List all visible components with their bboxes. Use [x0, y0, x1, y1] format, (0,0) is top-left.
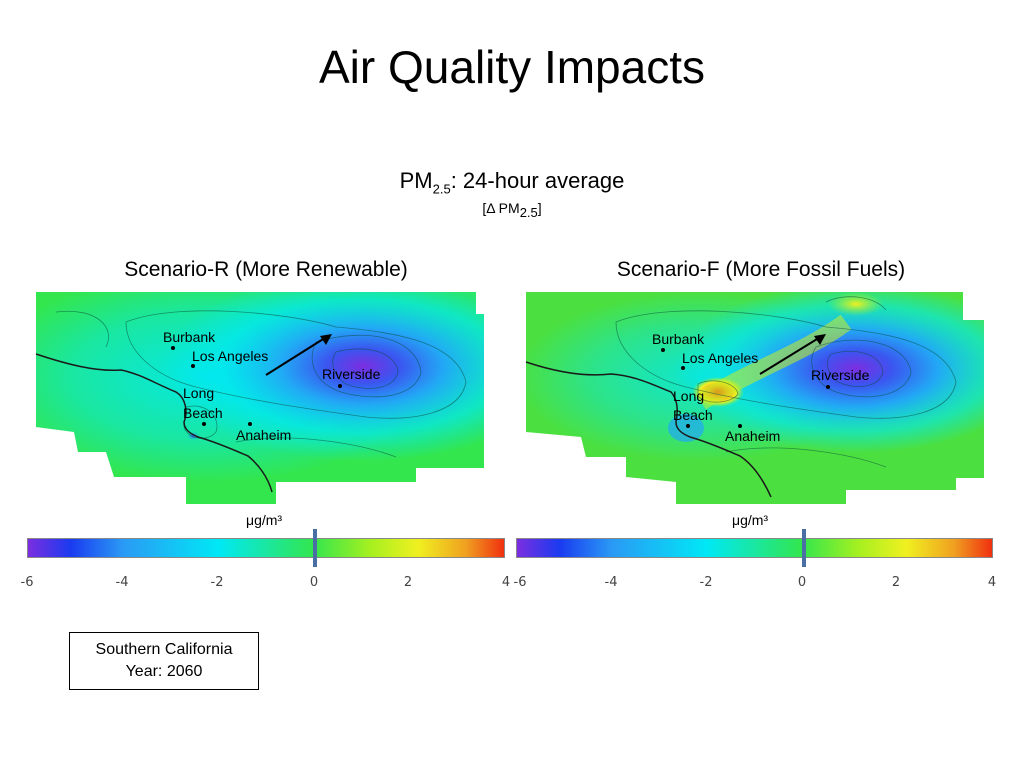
city-label-riverside: Riverside [322, 366, 381, 382]
unit-label-right: μg/m³ [732, 512, 769, 528]
city-label-long: Long [183, 385, 215, 401]
city-dot-riverside [338, 384, 342, 388]
map-title-scenario-r: Scenario-R (More Renewable) [124, 258, 408, 281]
map-title-scenario-f: Scenario-F (More Fossil Fuels) [616, 258, 906, 281]
colorbar-right [516, 538, 993, 558]
note-region: Southern California [95, 641, 233, 658]
city-label-los-angeles: Los Angeles [192, 348, 269, 364]
transport-arrow [265, 335, 329, 376]
region-year-note: Southern California Year: 2060 [69, 632, 259, 690]
city-label-riverside: Riverside [811, 367, 870, 383]
colorbar-zero-marker-right [802, 529, 806, 567]
city-dot-long-beach [686, 424, 690, 428]
tick-label: -6 [20, 575, 34, 590]
city-dot-anaheim [738, 424, 742, 428]
tick-label: -2 [210, 575, 224, 590]
note-year: Year: 2060 [125, 663, 203, 680]
city-dot-los-angeles [191, 364, 195, 368]
city-label-burbank: Burbank [163, 329, 216, 345]
tick-label: -2 [699, 575, 713, 590]
city-label-long: Long [673, 388, 705, 404]
subtitle-average: : 24-hour average [450, 168, 625, 193]
city-label-anaheim: Anaheim [236, 427, 292, 443]
tick-label: 2 [403, 575, 413, 590]
slide-title: Air Quality Impacts [319, 41, 705, 93]
city-label-los-angeles: Los Angeles [682, 350, 759, 366]
tick-label: 4 [987, 575, 997, 590]
city-label-burbank: Burbank [652, 331, 705, 347]
tick-label: 0 [309, 575, 319, 590]
city-dot-long-beach [202, 422, 206, 426]
delta-close: ] [537, 200, 542, 216]
city-label-beach: Beach [673, 407, 713, 423]
unit-label-left: μg/m³ [246, 512, 283, 528]
subtitle-pm: PM [399, 168, 433, 193]
city-dot-los-angeles [681, 366, 685, 370]
map-scenario-f: Burbank Los Angeles Riverside Long Beach… [525, 292, 984, 504]
colorbar-left [27, 538, 505, 558]
delta-pm-label: [Δ PM2.5] [0, 200, 1024, 220]
city-label-beach: Beach [183, 405, 223, 421]
tick-label: 0 [797, 575, 807, 590]
tick-label: 2 [891, 575, 901, 590]
colorbar-zero-marker-left [313, 529, 317, 567]
delta-subscript: 2.5 [519, 204, 538, 220]
city-dot-burbank [661, 348, 665, 352]
city-dot-anaheim [248, 422, 252, 426]
tick-label: -4 [604, 575, 618, 590]
city-label-anaheim: Anaheim [725, 428, 781, 444]
map-scenario-r: Burbank Los Angeles Riverside Long Beach… [35, 292, 484, 504]
tick-label: -6 [513, 575, 527, 590]
transport-arrow [759, 335, 823, 375]
city-dot-riverside [826, 385, 830, 389]
tick-label: 4 [501, 575, 511, 590]
pollutant-subtitle: PM2.5: 24-hour average [0, 168, 1024, 196]
delta-open: [Δ PM [482, 200, 520, 216]
subtitle-subscript: 2.5 [432, 181, 451, 197]
city-dot-burbank [171, 346, 175, 350]
tick-label: -4 [115, 575, 129, 590]
